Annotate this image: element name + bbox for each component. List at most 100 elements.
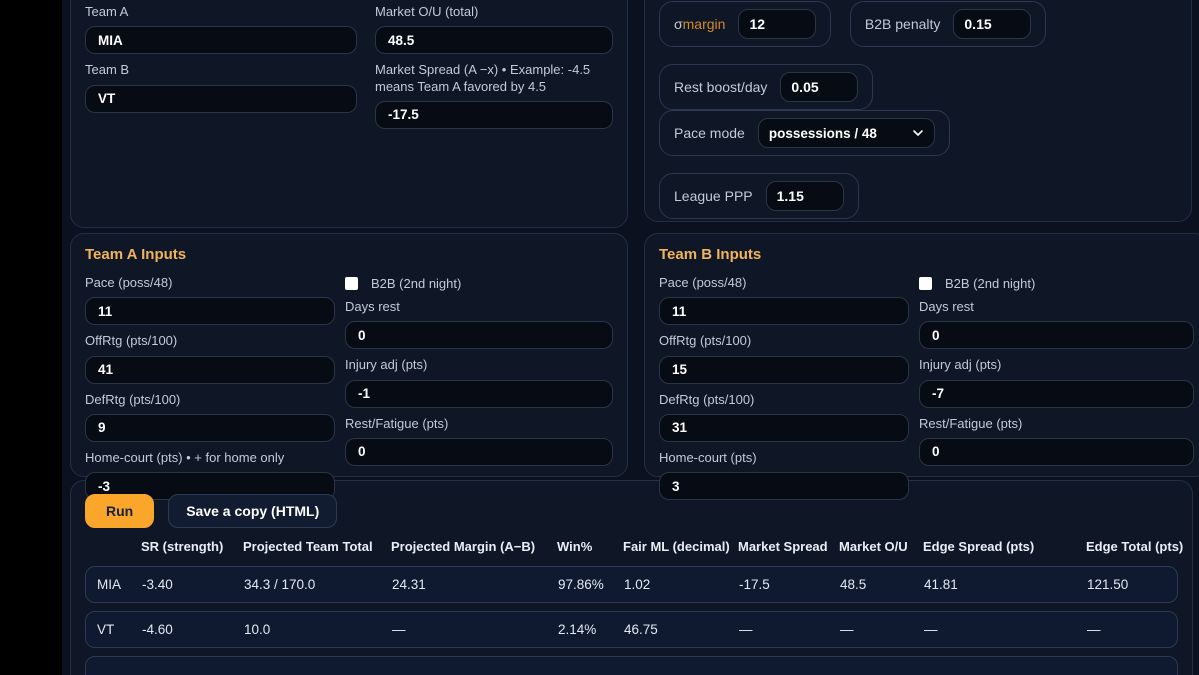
team-b-pace-input[interactable] — [659, 297, 909, 326]
cell-edge-total: 121.50 — [1087, 577, 1129, 592]
cell-win-pct: 2.14% — [558, 622, 597, 637]
save-copy-button[interactable]: Save a copy (HTML) — [168, 494, 338, 528]
league-ppp-input[interactable] — [765, 181, 844, 211]
pace-mode-selected-value: possessions / 48 — [768, 125, 877, 141]
model-settings-panel: σmargin B2B penalty Rest boost/day Pace … — [644, 0, 1192, 268]
rest-boost-box: Rest boost/day — [659, 64, 874, 110]
team-a-injury-label: Injury adj (pts) — [345, 357, 428, 373]
team-b-b2b-checkbox[interactable] — [919, 277, 932, 290]
b2b-penalty-label: B2B penalty — [864, 16, 941, 32]
table-row-team-b: VT -4.60 10.0 — 2.14% 46.75 — — — — — [85, 611, 1178, 648]
team-b-input[interactable] — [85, 84, 357, 113]
b2b-penalty-box: B2B penalty — [849, 1, 1047, 47]
market-spread-input[interactable] — [375, 100, 613, 129]
team-a-offrtg-input[interactable] — [85, 355, 335, 384]
col-header-edge-spread: Edge Spread (pts) — [923, 539, 1035, 554]
cell-edge-spread: 41.81 — [924, 577, 958, 592]
team-a-days-rest-label: Days rest — [345, 299, 400, 314]
sigma-margin-label: σmargin — [674, 16, 726, 32]
team-b-injury-label: Injury adj (pts) — [919, 357, 1002, 373]
team-a-b2b-checkbox[interactable] — [345, 277, 358, 290]
team-b-inputs-panel: Team B Inputs Pace (poss/48) OffRtg (pts… — [644, 233, 1199, 500]
chevron-down-icon — [912, 127, 924, 139]
cell-proj-margin: — — [392, 622, 406, 637]
run-button[interactable]: Run — [85, 494, 155, 528]
team-b-label: Team B — [85, 62, 130, 78]
col-header-market-ou: Market O/U — [839, 539, 908, 554]
cell-proj-total: 34.3 / 170.0 — [244, 577, 316, 592]
team-b-pace-label: Pace (poss/48) — [659, 275, 747, 290]
team-a-homecourt-label: Home-court (pts) • + for home only — [85, 449, 285, 465]
team-b-inputs-title: Team B Inputs — [659, 246, 762, 263]
cell-market-ou: 48.5 — [840, 577, 867, 592]
team-a-inputs-title: Team A Inputs — [85, 246, 187, 263]
team-b-offrtg-label: OffRtg (pts/100) — [659, 333, 752, 349]
team-a-inputs-panel: Team A Inputs Pace (poss/48) OffRtg (pts… — [70, 233, 628, 500]
team-a-label: Team A — [85, 4, 129, 19]
cell-sr: -4.60 — [142, 622, 173, 637]
league-ppp-label: League PPP — [674, 188, 753, 204]
team-b-offrtg-input[interactable] — [659, 355, 909, 384]
sigma-margin-input[interactable] — [738, 9, 817, 39]
col-header-proj-total: Projected Team Total — [243, 539, 373, 554]
team-a-days-rest-input[interactable] — [345, 321, 613, 350]
team-b-injury-input[interactable] — [919, 379, 1194, 408]
cell-proj-total: 10.0 — [244, 622, 271, 637]
team-a-rest-fatigue-label: Rest/Fatigue (pts) — [345, 415, 449, 431]
pace-mode-select[interactable]: possessions / 48 — [757, 118, 935, 148]
team-b-defrtg-label: DefRtg (pts/100) — [659, 391, 755, 407]
team-a-input[interactable] — [85, 26, 357, 55]
sigma-margin-box: σmargin — [659, 1, 832, 47]
market-spread-label: Market Spread (A −x) • Example: -4.5 mea… — [375, 62, 591, 94]
pace-mode-box: Pace mode possessions / 48 — [659, 110, 950, 156]
cell-team: MIA — [97, 577, 122, 592]
team-a-offrtg-label: OffRtg (pts/100) — [85, 333, 178, 349]
team-a-injury-input[interactable] — [345, 379, 613, 408]
col-header-edge-total: Edge Total (pts) — [1086, 539, 1184, 554]
col-header-sr: SR (strength) — [141, 539, 224, 554]
league-ppp-box: League PPP — [659, 173, 859, 219]
results-table-header: SR (strength) Projected Team Total Proje… — [85, 539, 1183, 554]
team-b-b2b-label: B2B (2nd night) — [945, 276, 1036, 291]
col-header-fair-ml: Fair ML (decimal) — [623, 539, 730, 554]
cell-edge-total: — — [1087, 622, 1101, 637]
cell-edge-spread: — — [924, 622, 938, 637]
pace-mode-label: Pace mode — [674, 125, 745, 141]
left-black-strip — [0, 0, 62, 675]
cell-market-spread: -17.5 — [739, 577, 770, 592]
team-a-defrtg-label: DefRtg (pts/100) — [85, 391, 181, 407]
team-b-days-rest-input[interactable] — [919, 321, 1194, 350]
results-panel: Run Save a copy (HTML) SR (strength) Pro… — [70, 480, 1193, 675]
cell-market-spread: — — [739, 622, 753, 637]
team-b-homecourt-label: Home-court (pts) — [659, 449, 757, 465]
cell-proj-margin: 24.31 — [392, 577, 426, 592]
team-a-defrtg-input[interactable] — [85, 413, 335, 442]
team-a-rest-fatigue-input[interactable] — [345, 437, 613, 466]
team-b-rest-fatigue-label: Rest/Fatigue (pts) — [919, 415, 1023, 431]
team-a-pace-label: Pace (poss/48) — [85, 275, 173, 290]
col-header-win-pct: Win% — [557, 539, 593, 554]
game-setup-panel: Team A Team B Market O/U (total) Market … — [70, 0, 628, 228]
app-background: Team A Team B Market O/U (total) Market … — [62, 0, 1199, 675]
team-b-homecourt-input[interactable] — [659, 472, 909, 500]
cell-fair-ml: 1.02 — [624, 577, 651, 592]
table-row-team-a: MIA -3.40 34.3 / 170.0 24.31 97.86% 1.02… — [85, 566, 1178, 603]
cell-team: VT — [97, 622, 115, 637]
team-a-b2b-label: B2B (2nd night) — [371, 276, 462, 291]
rest-boost-input[interactable] — [780, 72, 859, 102]
market-ou-input[interactable] — [375, 26, 613, 55]
cell-sr: -3.40 — [142, 577, 173, 592]
cell-fair-ml: 46.75 — [624, 622, 658, 637]
b2b-penalty-input[interactable] — [953, 9, 1032, 39]
market-ou-label: Market O/U (total) — [375, 4, 479, 19]
team-b-rest-fatigue-input[interactable] — [919, 437, 1194, 466]
col-header-market-spread: Market Spread — [738, 539, 828, 554]
team-b-days-rest-label: Days rest — [919, 299, 974, 314]
cell-win-pct: 97.86% — [558, 577, 604, 592]
team-b-defrtg-input[interactable] — [659, 413, 909, 442]
col-header-proj-margin: Projected Margin (A−B) — [391, 539, 536, 554]
team-a-pace-input[interactable] — [85, 297, 335, 326]
rest-boost-label: Rest boost/day — [674, 79, 768, 95]
cutoff-box — [85, 656, 1178, 675]
cell-market-ou: — — [840, 622, 854, 637]
